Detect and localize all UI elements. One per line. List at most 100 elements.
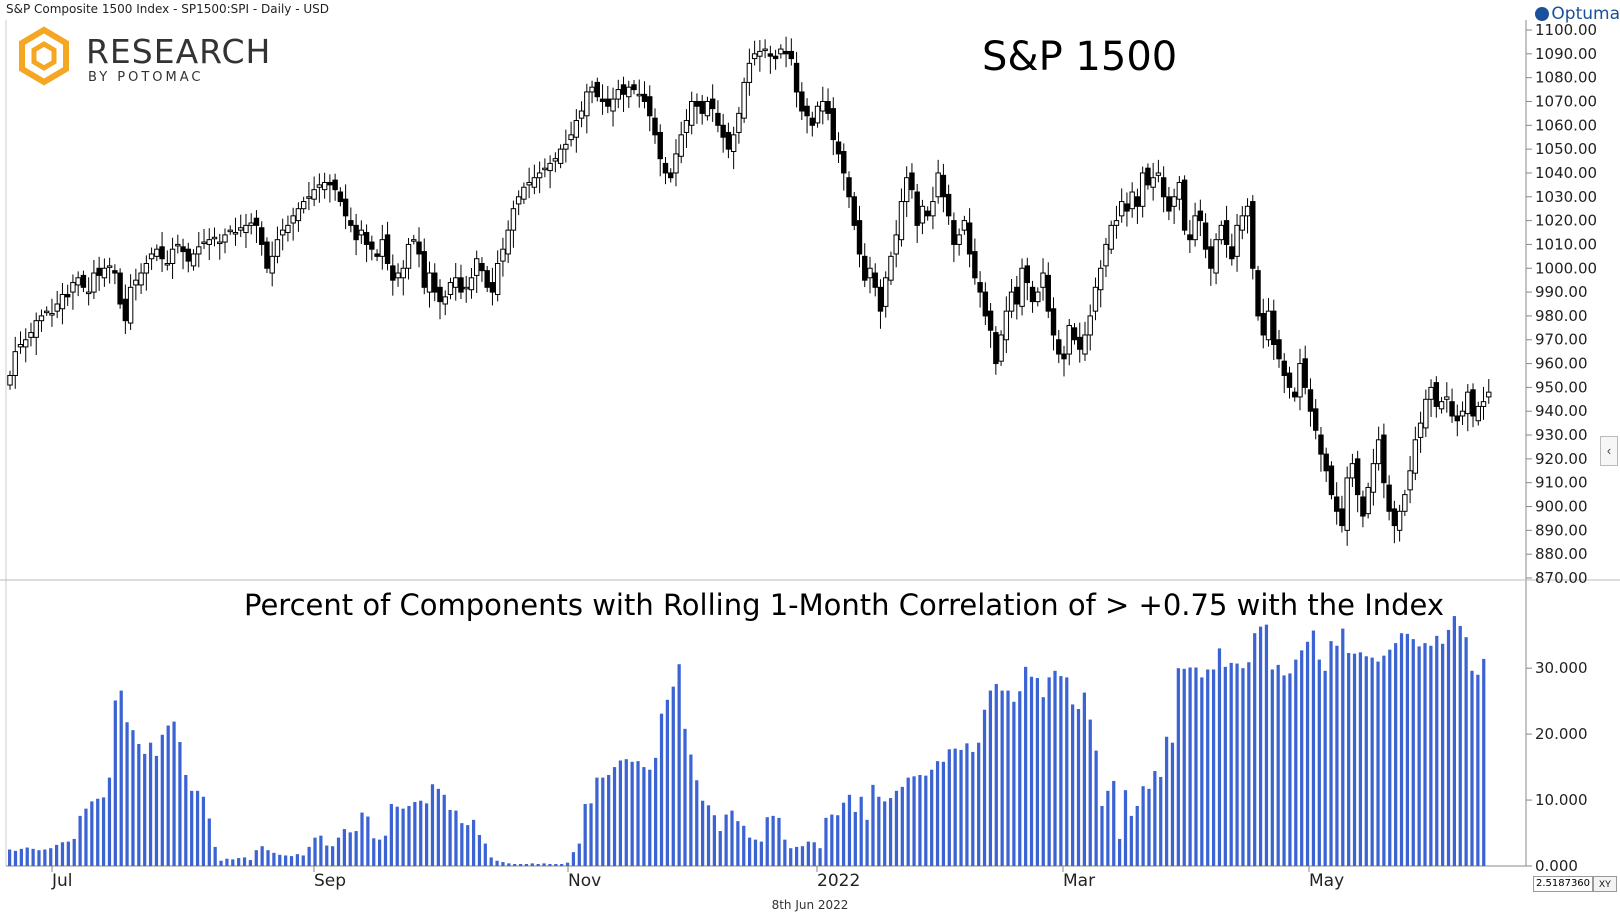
candle <box>846 177 852 198</box>
correlation-bar <box>448 809 452 866</box>
candle <box>668 172 674 179</box>
correlation-bar <box>1258 626 1263 866</box>
candle <box>1276 339 1282 360</box>
candle <box>91 272 97 293</box>
price-tick-label: 1090.00 <box>1535 45 1597 63</box>
correlation-bar <box>1164 736 1169 866</box>
candle <box>799 91 805 112</box>
candle <box>169 248 176 264</box>
correlation-bar <box>219 860 223 866</box>
scale-value[interactable]: 2.5187360 <box>1533 876 1593 892</box>
optuma-logo-icon <box>1535 7 1550 21</box>
candle <box>1302 358 1308 388</box>
candle <box>295 208 302 222</box>
price-tick-label: 1020.00 <box>1535 212 1597 230</box>
correlation-bar <box>1118 838 1122 866</box>
correlation-bar <box>1417 646 1421 866</box>
candle <box>201 241 207 245</box>
correlation-bar <box>1053 670 1057 866</box>
correlation-bar <box>1018 691 1022 866</box>
candle <box>59 293 66 310</box>
candle <box>699 100 705 114</box>
candlestick-series <box>7 36 1492 546</box>
candle <box>1381 434 1387 484</box>
correlation-bar <box>560 864 564 866</box>
candle <box>683 120 690 133</box>
correlation-bar <box>72 838 76 866</box>
correlation-bar <box>877 796 881 866</box>
correlation-bar <box>1094 750 1098 866</box>
candle <box>243 224 249 234</box>
candle <box>1019 267 1025 307</box>
candle <box>1265 310 1272 341</box>
candle <box>337 191 344 203</box>
candle <box>972 251 978 279</box>
candle <box>28 332 34 338</box>
correlation-bar <box>806 841 810 866</box>
price-tick-label: 1050.00 <box>1535 140 1597 158</box>
correlation-bar <box>96 798 100 866</box>
candle <box>652 117 658 136</box>
candle <box>762 48 768 52</box>
candle <box>1098 267 1104 291</box>
correlation-bar <box>648 769 652 866</box>
correlation-bar <box>319 835 323 866</box>
correlation-bar <box>1112 780 1116 866</box>
correlation-bar <box>771 815 775 866</box>
candle <box>154 248 160 257</box>
correlation-bar <box>1024 666 1028 866</box>
candle <box>662 162 669 174</box>
candle <box>862 255 868 281</box>
candle <box>1365 486 1371 515</box>
candle <box>1318 434 1324 455</box>
candle <box>1339 508 1345 527</box>
candle <box>730 134 737 153</box>
date-tick-label: Nov <box>568 871 601 891</box>
correlation-bar <box>66 841 70 866</box>
candle <box>883 277 889 307</box>
scroll-left-arrow[interactable]: ‹ <box>1600 436 1618 466</box>
correlation-bar <box>436 788 440 866</box>
candle <box>1370 463 1377 493</box>
candle <box>1438 401 1445 410</box>
candle <box>872 272 878 288</box>
candle <box>505 229 511 255</box>
candle <box>479 262 485 272</box>
candle <box>903 177 910 203</box>
correlation-bar <box>430 784 435 866</box>
correlation-bar <box>172 721 176 866</box>
correlation-bar <box>395 806 399 866</box>
candle <box>1124 203 1130 212</box>
price-tick-label: 970.00 <box>1535 331 1588 349</box>
correlation-bar <box>383 835 388 866</box>
candle <box>101 267 108 279</box>
candle <box>400 267 406 279</box>
candle <box>342 198 349 217</box>
candle <box>7 374 13 386</box>
correlation-bar <box>1135 805 1139 866</box>
candle <box>563 143 569 150</box>
candle <box>232 232 239 235</box>
correlation-bar <box>1435 635 1439 866</box>
percent-tick-label: 0.000 <box>1535 857 1578 875</box>
candle <box>830 108 836 141</box>
correlation-bar <box>1006 690 1010 866</box>
footer-date: 8th Jun 2022 <box>771 898 849 912</box>
xy-scale-button[interactable]: XY <box>1593 876 1617 892</box>
percent-tick-label: 10.000 <box>1535 791 1588 809</box>
correlation-bar <box>1458 625 1462 866</box>
correlation-bar <box>1047 677 1051 866</box>
correlation-bar <box>1206 669 1210 866</box>
price-tick-label: 1040.00 <box>1535 164 1597 182</box>
candle <box>421 251 427 288</box>
candle <box>856 220 863 255</box>
correlation-bar <box>930 769 934 866</box>
candle <box>788 50 795 60</box>
candle <box>1040 272 1046 288</box>
correlation-bar <box>213 846 217 866</box>
candle <box>23 339 29 348</box>
candle <box>458 277 464 293</box>
correlation-bar <box>859 796 863 866</box>
correlation-bar <box>618 760 623 866</box>
correlation-bar <box>1194 667 1198 866</box>
